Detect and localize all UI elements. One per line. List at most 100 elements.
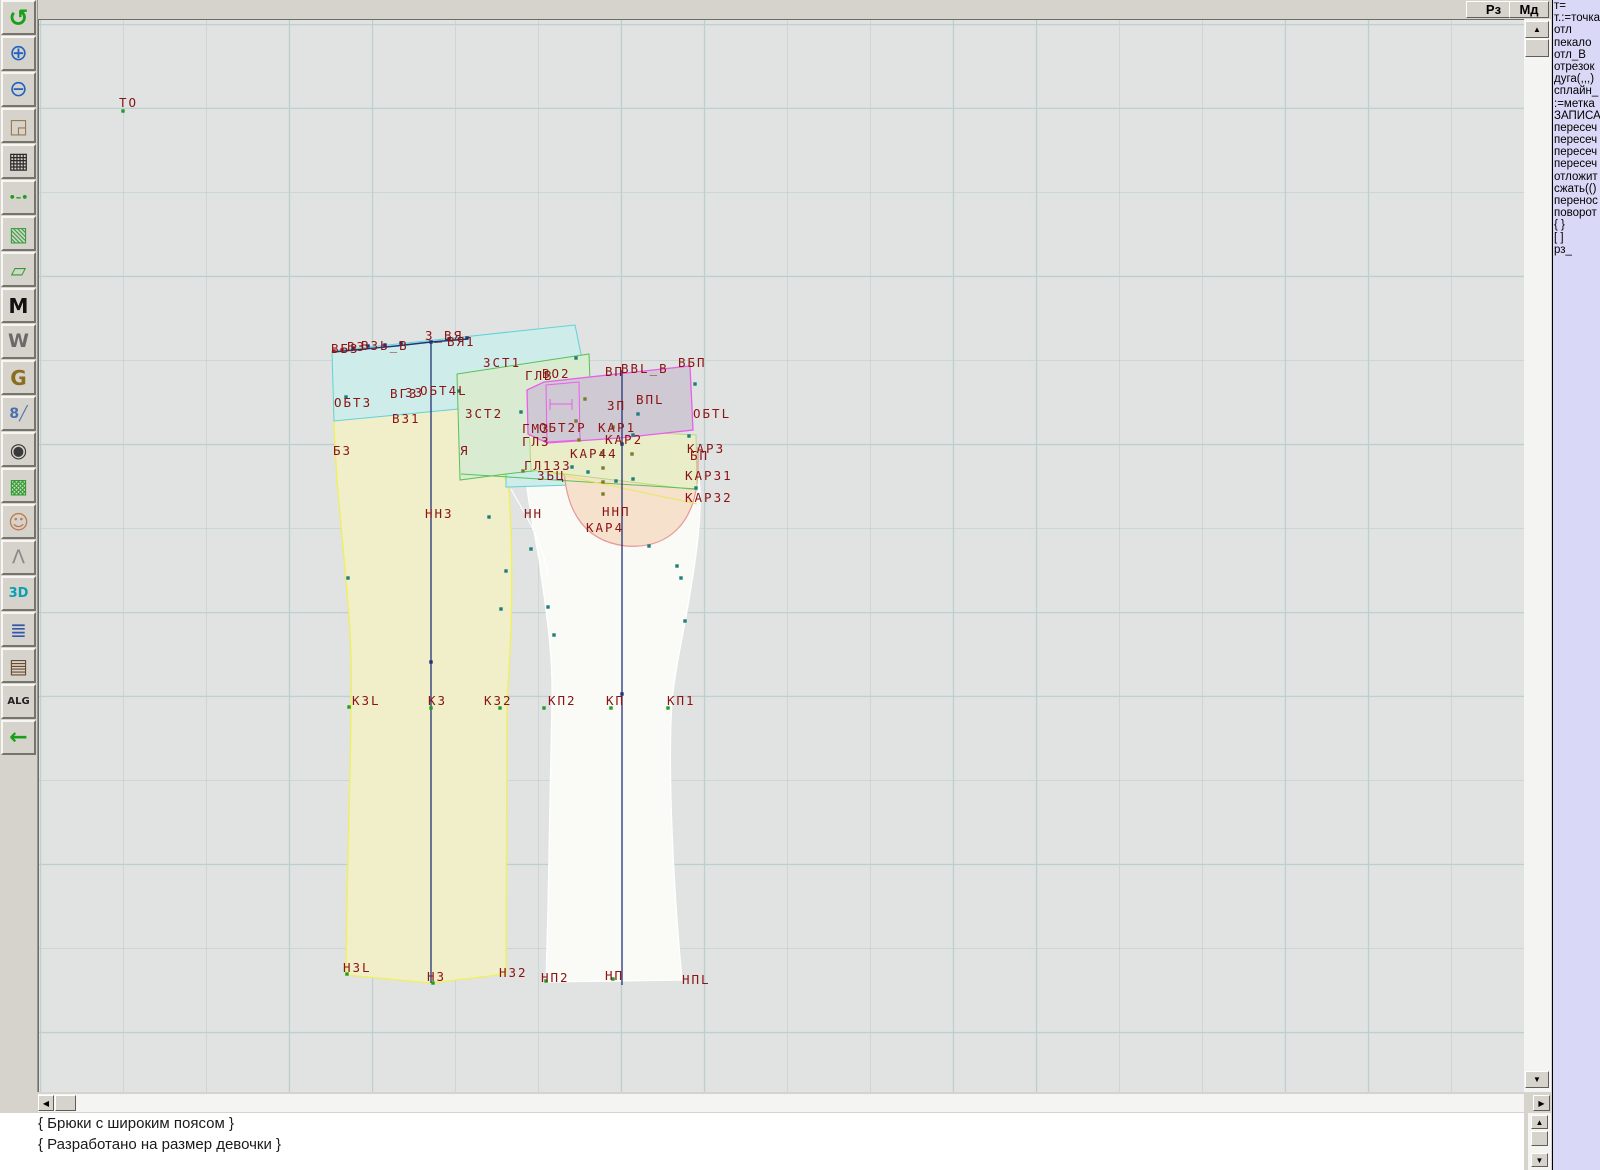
- measure-line-button[interactable]: •–•: [1, 180, 36, 215]
- zoom-out-button[interactable]: ⊖: [1, 72, 36, 107]
- point-label-ННЗ: ННЗ: [425, 506, 454, 521]
- pattern-point: [544, 979, 548, 983]
- compass-w-button[interactable]: W: [1, 324, 36, 359]
- image-button[interactable]: ▧: [1, 216, 36, 251]
- pattern-point: [429, 660, 433, 664]
- command-line: перенос: [1554, 195, 1598, 207]
- point-label-КЗ: КЗ: [428, 693, 447, 708]
- image-icon: ▧: [9, 221, 28, 246]
- table-button[interactable]: ▩: [1, 468, 36, 503]
- pattern-m-button[interactable]: M: [1, 288, 36, 323]
- command-line: сплайн_: [1554, 85, 1599, 98]
- script-comment-line: { Брюки с широким поясом }: [38, 1115, 234, 1132]
- command-line: { }: [1554, 219, 1565, 232]
- point-label-КАР31: КАР31: [685, 468, 733, 483]
- md-mode-button[interactable]: Мд: [1509, 1, 1549, 18]
- zoom-in-icon: ⊕: [9, 40, 28, 66]
- point-label-ВО2: ВО2: [542, 366, 571, 381]
- canvas-hscrollbar[interactable]: ◀: [38, 1094, 1524, 1112]
- zoom-out-icon: ⊖: [9, 76, 28, 102]
- command-line: отложит: [1554, 170, 1598, 183]
- point-label-НЗ: НЗ: [427, 969, 446, 984]
- pattern-point: [347, 705, 351, 709]
- grid-icon: ▦: [8, 148, 29, 174]
- point-label-ОБТL: ОБТL: [693, 406, 731, 421]
- pattern-point: [447, 337, 451, 341]
- point-label-ОБТ3: ОБТ3: [334, 395, 372, 410]
- grid-button[interactable]: ▦: [1, 144, 36, 179]
- pattern-point: [552, 633, 556, 637]
- text-scroll-up-button[interactable]: ▲: [1531, 1115, 1548, 1129]
- point-label-ВГ3: ВГ3: [390, 386, 419, 401]
- books-button[interactable]: ▤: [1, 648, 36, 683]
- command-line: т=: [1554, 0, 1566, 12]
- pattern-point: [344, 395, 348, 399]
- vscroll-thumb[interactable]: [1525, 39, 1549, 57]
- command-line: [ ]: [1554, 231, 1564, 244]
- point-label-ВП: ВП: [605, 364, 624, 379]
- model-photo-button[interactable]: ☺: [1, 504, 36, 539]
- hscroll-thumb[interactable]: [55, 1095, 76, 1111]
- pattern-point: [574, 419, 578, 423]
- point-label-КЗ2: КЗ2: [484, 693, 513, 708]
- text-scroll-down-button[interactable]: ▼: [1531, 1153, 1548, 1167]
- point-label-ОБТ2Р: ОБТ2Р: [539, 420, 587, 435]
- alg-icon: ALG: [7, 695, 30, 707]
- command-line: поворот: [1554, 207, 1597, 220]
- pattern-point: [647, 544, 651, 548]
- point-label-ГЛ1З3: ГЛ1З3: [524, 458, 572, 473]
- notch-mark: [549, 399, 573, 410]
- pattern-point: [694, 486, 698, 490]
- pattern-point: [346, 576, 350, 580]
- textarea-vscrollbar[interactable]: ▲ ▼: [1528, 1113, 1551, 1170]
- point-label-КЗL: КЗL: [352, 693, 381, 708]
- garment-sketch-button[interactable]: Λ: [1, 540, 36, 575]
- point-label-ОБТ4L: ОБТ4L: [420, 383, 468, 398]
- zoom-in-button[interactable]: ⊕: [1, 36, 36, 71]
- ruler-button[interactable]: 8╱: [1, 396, 36, 431]
- point-label-ВБП: ВБП: [678, 355, 707, 370]
- script-text-area[interactable]: { Брюки с широким поясом } { Разработано …: [0, 1113, 1524, 1170]
- pattern-point: [519, 410, 523, 414]
- g-pattern-button[interactable]: G: [1, 360, 36, 395]
- left-toolbar: ↺ ⊕ ⊖ ◲ ▦ •–• ▧ ▱ M W G 8╱ ◉ ▩ ☺ Λ 3D ≣ ▤ ALG ←: [0, 0, 38, 1092]
- text-vscroll-thumb[interactable]: [1531, 1131, 1548, 1146]
- pattern-point: [583, 397, 587, 401]
- pattern-point: [499, 607, 503, 611]
- 3d-button[interactable]: 3D: [1, 576, 36, 611]
- camera-button[interactable]: ◉: [1, 432, 36, 467]
- undo-button[interactable]: ↺: [1, 0, 36, 35]
- pattern-point: [457, 389, 461, 393]
- script-list-button[interactable]: ≣: [1, 612, 36, 647]
- back-trouser-piece[interactable]: [333, 340, 513, 984]
- pattern-point: [345, 972, 349, 976]
- pattern-point: [631, 477, 635, 481]
- front-trouser-piece[interactable]: [520, 408, 701, 983]
- canvas-vscrollbar[interactable]: ▲ ▼: [1524, 19, 1551, 1092]
- pattern-point: [521, 469, 525, 473]
- pattern-point: [620, 442, 624, 446]
- ruler-icon: 8╱: [9, 405, 28, 422]
- scroll-right-button[interactable]: ▶: [1533, 1095, 1550, 1111]
- command-line: отл: [1554, 24, 1572, 37]
- belt-piece[interactable]: [526, 365, 694, 444]
- point-label-ЗСТ2: ЗСТ2: [465, 406, 503, 421]
- point-label-ЗП: ЗП: [607, 398, 626, 413]
- exit-button[interactable]: ←: [1, 720, 36, 755]
- pattern-preview-button[interactable]: ◲: [1, 108, 36, 143]
- alg-button[interactable]: ALG: [1, 684, 36, 719]
- measure-line-icon: •–•: [8, 191, 29, 204]
- scroll-down-button[interactable]: ▼: [1525, 1071, 1549, 1088]
- drawing-canvas[interactable]: ТО ВБ3 ВЗ ВЗЬ_В З_ВЯ ВЯ1 ОБТ3 ВГ3 ЗЗ ОБТ4L ЗСТ1 ГЛВ…: [38, 19, 1524, 1092]
- pattern-point: [529, 547, 533, 551]
- pattern-point: [504, 569, 508, 573]
- scroll-left-button[interactable]: ◀: [38, 1095, 54, 1111]
- pattern-point: [498, 706, 502, 710]
- point-label-КАР1: КАР1: [598, 420, 636, 435]
- pattern-piece-button[interactable]: ▱: [1, 252, 36, 287]
- command-line: т.:=точка: [1554, 12, 1600, 25]
- point-label-ВПL: ВПL: [636, 392, 665, 407]
- pattern-point: [586, 470, 590, 474]
- scroll-up-button[interactable]: ▲: [1525, 21, 1549, 38]
